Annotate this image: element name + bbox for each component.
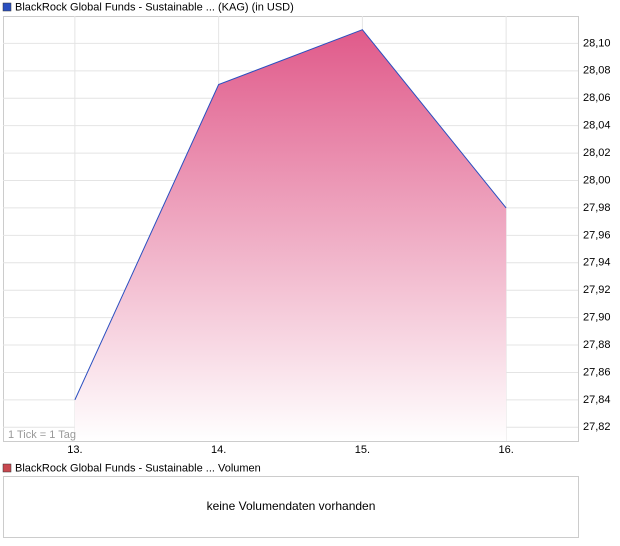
y-tick-label: 27,98 [583, 202, 611, 214]
x-tick-label: 13. [67, 444, 82, 456]
legend-label: BlackRock Global Funds - Sustainable ...… [15, 462, 261, 474]
annotation: 1 Tick = 1 Tag [8, 429, 76, 441]
y-tick-label: 27,86 [583, 366, 611, 378]
y-tick-label: 28,06 [583, 92, 611, 104]
x-tick-label: 15. [355, 444, 370, 456]
plot-frame [3, 16, 579, 442]
y-tick-label: 27,88 [583, 339, 611, 351]
legend-marker [2, 463, 12, 473]
y-tick-label: 27,90 [583, 312, 611, 324]
volume-message: keine Volumendaten vorhanden [207, 499, 376, 513]
y-tick-label: 28,02 [583, 147, 611, 159]
y-tick-label: 28,10 [583, 37, 611, 49]
y-tick-label: 28,00 [583, 174, 611, 186]
legend-label: BlackRock Global Funds - Sustainable ...… [15, 1, 294, 13]
y-tick-label: 27,94 [583, 257, 611, 269]
x-tick-label: 14. [211, 444, 226, 456]
y-tick-label: 27,84 [583, 394, 611, 406]
y-tick-label: 27,96 [583, 229, 611, 241]
area [74, 29, 507, 441]
y-tick-label: 28,04 [583, 120, 611, 132]
y-tick-label: 28,08 [583, 65, 611, 77]
y-tick-label: 27,92 [583, 284, 611, 296]
x-tick-label: 16. [498, 444, 513, 456]
line [74, 29, 507, 401]
volume-frame [3, 476, 579, 538]
legend-marker [2, 2, 12, 12]
y-tick-label: 27,82 [583, 421, 611, 433]
